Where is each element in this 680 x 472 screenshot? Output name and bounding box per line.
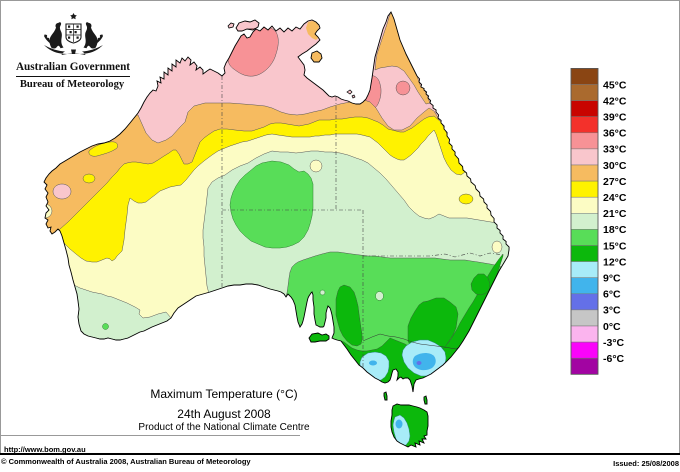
svg-text:27°C: 27°C — [603, 176, 627, 188]
svg-text:0°C: 0°C — [603, 321, 621, 333]
svg-text:24°C: 24°C — [603, 192, 627, 204]
svg-text:9°C: 9°C — [603, 273, 621, 285]
svg-text:18°C: 18°C — [603, 224, 627, 236]
svg-text:-6°C: -6°C — [603, 353, 625, 365]
svg-text:39°C: 39°C — [603, 112, 627, 124]
svg-text:12°C: 12°C — [603, 256, 627, 268]
svg-text:45°C: 45°C — [603, 79, 627, 91]
svg-text:3°C: 3°C — [603, 305, 621, 317]
svg-text:36°C: 36°C — [603, 128, 627, 140]
svg-text:30°C: 30°C — [603, 160, 627, 172]
svg-text:33°C: 33°C — [603, 144, 627, 156]
svg-text:21°C: 21°C — [603, 208, 627, 220]
svg-text:-3°C: -3°C — [603, 337, 625, 349]
svg-text:15°C: 15°C — [603, 240, 627, 252]
svg-text:42°C: 42°C — [603, 95, 627, 107]
svg-text:6°C: 6°C — [603, 289, 621, 301]
